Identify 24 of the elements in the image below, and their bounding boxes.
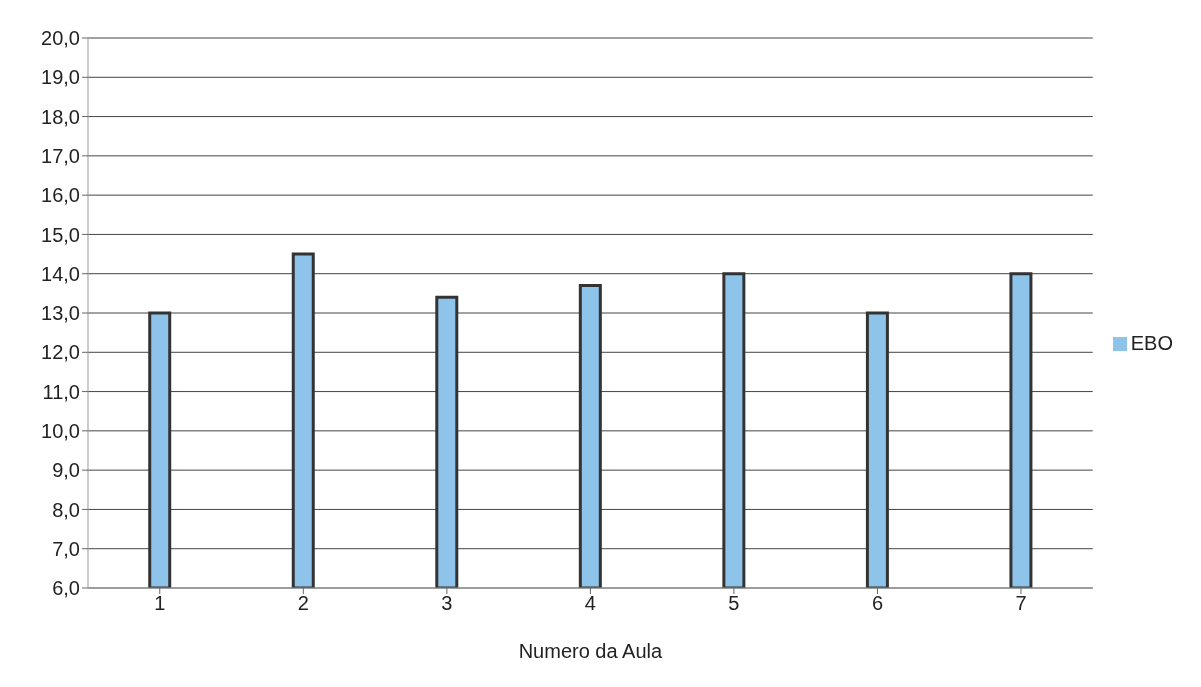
x-axis-title: Numero da Aula — [518, 640, 663, 662]
x-tick-label: 5 — [728, 592, 740, 615]
x-tick-label: 2 — [297, 592, 309, 615]
x-tick-label: 1 — [154, 592, 166, 615]
y-tick-label: 17,0 — [41, 144, 80, 167]
y-tick-label: 19,0 — [41, 66, 80, 89]
x-tick-label: 6 — [871, 592, 884, 615]
y-tick-label: 7,0 — [52, 537, 80, 560]
y-tick-label: 8,0 — [52, 498, 80, 521]
legend-label: EBO — [1130, 331, 1173, 354]
x-tick-label: 4 — [584, 592, 596, 615]
y-tick-label: 6,0 — [52, 577, 80, 600]
x-tick-label: 7 — [1015, 592, 1027, 615]
y-tick-label: 18,0 — [41, 105, 80, 128]
y-tick-label: 12,0 — [41, 341, 80, 364]
y-tick-label: 11,0 — [42, 380, 80, 403]
y-tick-label: 9,0 — [52, 459, 80, 482]
y-tick-label: 15,0 — [41, 223, 80, 246]
y-tick-label: 14,0 — [41, 262, 80, 285]
y-tick-label: 20,0 — [41, 27, 80, 50]
y-tick-label: 13,0 — [41, 302, 80, 325]
x-tick-label: 3 — [441, 592, 453, 615]
y-tick-label: 10,0 — [41, 419, 80, 442]
y-tick-label: 16,0 — [41, 184, 80, 207]
